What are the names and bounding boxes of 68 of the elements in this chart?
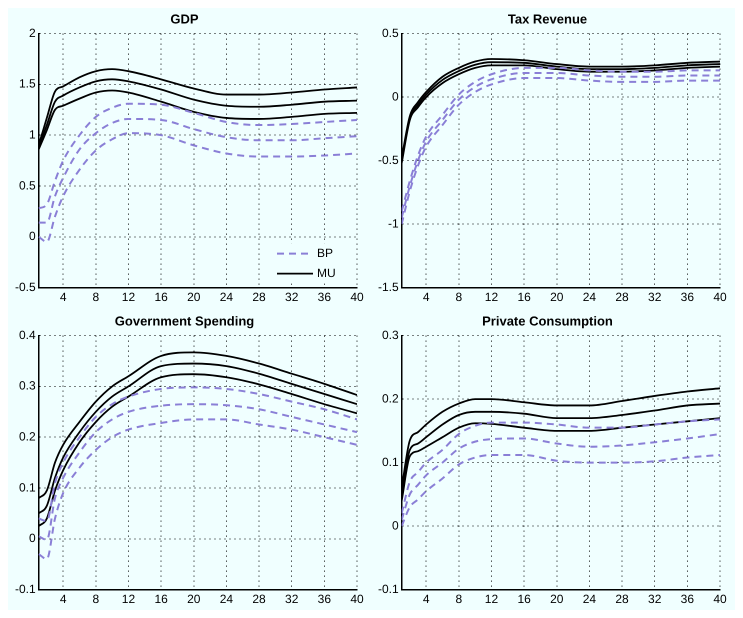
- x-tick-label: 8: [455, 290, 462, 304]
- chart-title: Tax Revenue: [508, 11, 588, 26]
- x-tick-label: 36: [318, 290, 332, 304]
- x-tick-label: 8: [455, 592, 462, 606]
- x-tick-label: 24: [582, 592, 596, 606]
- x-tick-label: 24: [220, 592, 234, 606]
- x-tick-label: 16: [154, 592, 168, 606]
- y-tick-label: -0.1: [378, 582, 399, 596]
- y-tick-label: 1.5: [18, 76, 36, 91]
- y-tick-label: -1.5: [378, 280, 399, 294]
- y-tick-label: 0: [28, 229, 36, 244]
- x-tick-label: 20: [187, 592, 201, 606]
- x-tick-label: 4: [422, 290, 430, 304]
- x-tick-label: 36: [318, 592, 332, 606]
- y-tick-label: -0.1: [14, 582, 36, 596]
- y-tick-label: 0.5: [382, 26, 399, 40]
- y-tick-label: 2: [28, 26, 36, 40]
- x-tick-label: 4: [60, 290, 67, 304]
- x-tick-label: 32: [648, 290, 662, 304]
- chart-title: GDP: [170, 11, 199, 26]
- x-tick-label: 40: [350, 290, 364, 304]
- x-tick-label: 28: [615, 592, 630, 606]
- x-tick-label: 28: [252, 290, 266, 304]
- y-tick-label: 0: [392, 89, 399, 104]
- x-tick-label: 28: [252, 592, 266, 606]
- x-tick-label: 16: [517, 592, 532, 606]
- chart-title: Government Spending: [114, 313, 254, 328]
- y-tick-label: -0.5: [14, 280, 36, 294]
- x-tick-label: 20: [187, 290, 201, 304]
- y-tick-label: -1: [388, 216, 399, 230]
- x-tick-label: 28: [615, 290, 630, 304]
- y-tick-label: 0.2: [18, 430, 36, 444]
- y-tick-label: 0.3: [18, 378, 36, 393]
- y-tick-label: 0.1: [18, 480, 36, 494]
- x-tick-label: 16: [154, 290, 168, 304]
- x-tick-label: 12: [122, 592, 136, 606]
- y-tick-label: -0.5: [378, 152, 399, 167]
- x-tick-label: 32: [285, 290, 299, 304]
- x-tick-label: 32: [285, 592, 299, 606]
- x-tick-label: 24: [220, 290, 234, 304]
- y-tick-label: 0.2: [382, 391, 399, 406]
- x-tick-label: 8: [92, 592, 100, 606]
- x-tick-label: 20: [550, 290, 564, 304]
- y-tick-label: 0: [28, 531, 36, 546]
- x-tick-label: 36: [680, 290, 694, 304]
- x-tick-label: 32: [648, 592, 662, 606]
- x-tick-label: 36: [680, 592, 694, 606]
- x-tick-label: 20: [550, 592, 564, 606]
- y-tick-label: 0.1: [382, 454, 399, 469]
- y-tick-label: 1: [28, 128, 36, 142]
- x-tick-label: 4: [60, 592, 67, 606]
- x-tick-label: 24: [582, 290, 596, 304]
- legend-label: BP: [317, 246, 334, 260]
- x-tick-label: 12: [122, 290, 136, 304]
- x-tick-label: 16: [517, 290, 532, 304]
- x-tick-label: 12: [484, 592, 498, 606]
- y-tick-label: 0.5: [18, 178, 36, 192]
- y-tick-label: 0.4: [18, 328, 36, 342]
- x-tick-label: 12: [484, 290, 498, 304]
- legend-label: MU: [317, 266, 336, 280]
- x-tick-label: 40: [713, 290, 727, 304]
- chart-title: Private Consumption: [482, 313, 613, 328]
- y-tick-label: 0.3: [382, 328, 399, 342]
- x-tick-label: 8: [92, 290, 100, 304]
- x-tick-label: 4: [422, 592, 430, 606]
- x-tick-label: 40: [350, 592, 364, 606]
- x-tick-label: 40: [713, 592, 727, 606]
- y-tick-label: 0: [392, 518, 399, 532]
